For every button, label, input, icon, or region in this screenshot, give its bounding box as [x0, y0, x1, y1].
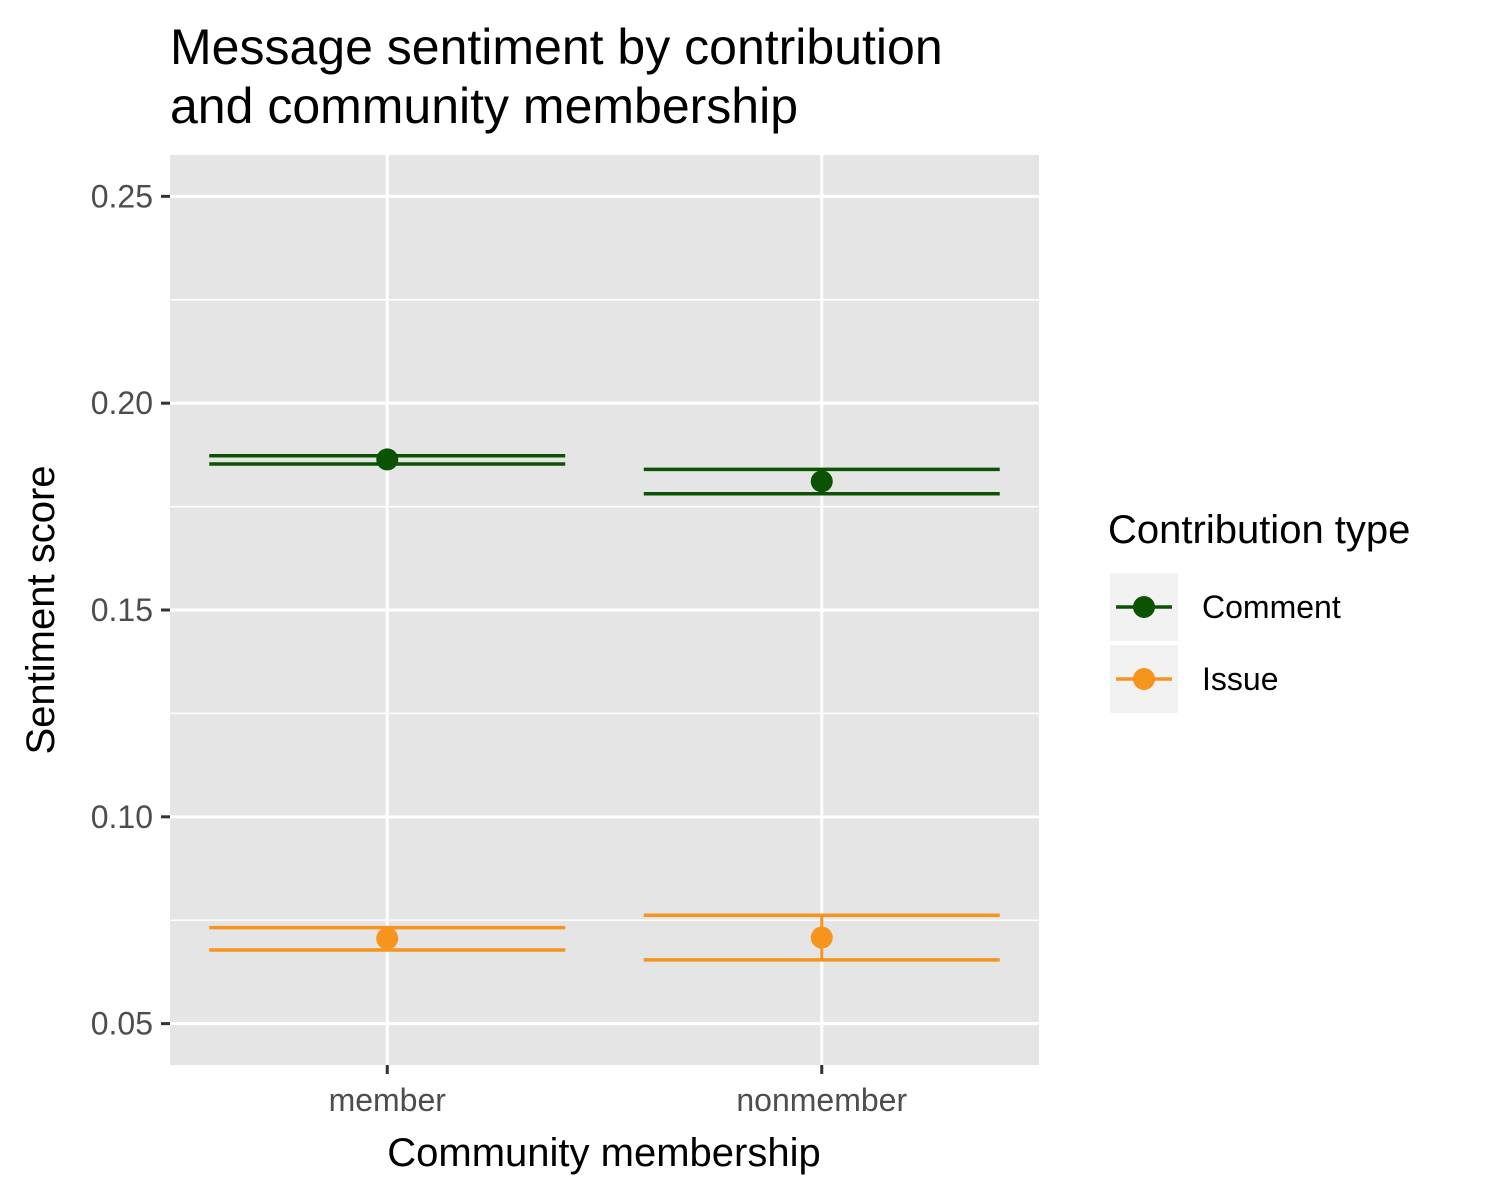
y-tick-label: 0.15 [91, 592, 153, 628]
x-axis: member nonmember [329, 1065, 907, 1118]
legend-label: Comment [1202, 589, 1341, 625]
x-axis-title: Community membership [387, 1131, 820, 1175]
y-tick-label: 0.10 [91, 799, 153, 835]
y-tick-label: 0.25 [91, 178, 153, 214]
data-point [376, 927, 399, 950]
y-axis-title: Sentiment score [19, 465, 63, 754]
y-tick-label: 0.20 [91, 385, 153, 421]
legend: Contribution type Comment Issue [1108, 508, 1410, 713]
chart-title-line-1: Message sentiment by contribution [170, 19, 943, 75]
legend-title: Contribution type [1108, 508, 1410, 552]
data-point [810, 926, 833, 949]
chart-title-line-2: and community membership [170, 78, 798, 134]
x-tick-label: member [329, 1082, 447, 1118]
minor-gridlines [170, 299, 1039, 921]
legend-key-point [1133, 668, 1155, 690]
legend-label: Issue [1202, 661, 1278, 697]
legend-key-point [1133, 596, 1155, 618]
x-tick-label: nonmember [736, 1082, 907, 1118]
y-axis: 0.05 0.10 0.15 0.20 0.25 [91, 178, 170, 1042]
data-point [810, 470, 833, 493]
major-gridlines [170, 155, 1039, 1065]
data-marks [209, 448, 1000, 962]
y-tick-label: 0.05 [91, 1006, 153, 1042]
data-point [376, 448, 399, 471]
